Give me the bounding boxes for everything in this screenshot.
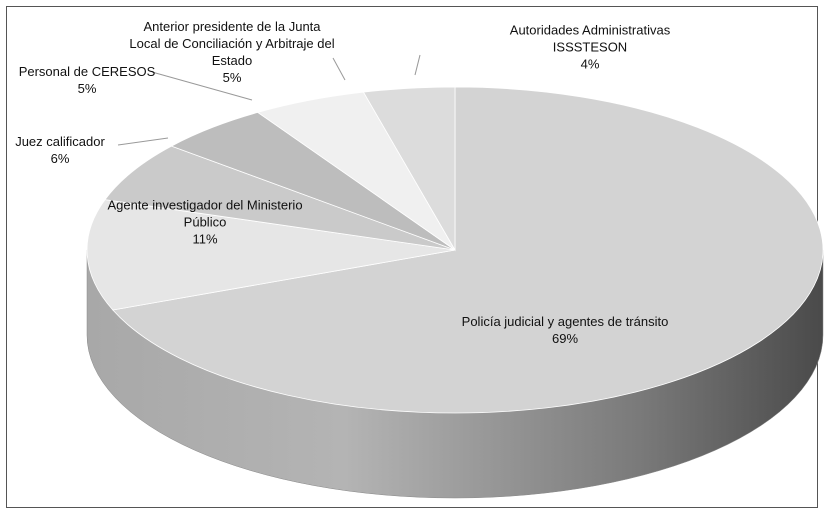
value-label: 4% <box>580 56 600 72</box>
pie-slice <box>104 145 456 251</box>
value-label: 11% <box>192 231 218 247</box>
data-label: Agente investigador del Ministerio Públi… <box>105 197 305 248</box>
data-label: Anterior presidente de la Junta Local de… <box>127 18 337 86</box>
category-label: Anterior presidente de la Junta Local de… <box>129 19 335 68</box>
value-label: 69% <box>551 331 579 346</box>
data-label: Policía judicial y agentes de tránsito 69… <box>455 313 675 347</box>
value-label: 5% <box>77 81 97 96</box>
data-label: Personal de CERESOS 5% <box>12 63 162 97</box>
leader-line <box>332 57 346 81</box>
leader-line <box>414 54 421 76</box>
pie-slice <box>362 86 456 252</box>
data-label: Juez calificador 6% <box>0 133 125 167</box>
value-label: 5% <box>222 70 242 85</box>
category-label: Personal de CERESOS <box>18 64 156 79</box>
pie-slice <box>112 86 824 414</box>
data-label: Autoridades Administrativas ISSSTESON 4% <box>490 22 690 73</box>
value-label: 6% <box>50 151 70 166</box>
category-label: Juez calificador <box>15 134 105 149</box>
category-label: Agente investigador del Ministerio Públi… <box>107 197 303 230</box>
category-label: Policía judicial y agentes de tránsito <box>461 314 669 329</box>
leader-line <box>151 71 253 101</box>
pie-slice <box>86 199 456 311</box>
category-label: Autoridades Administrativas ISSSTESON <box>509 22 671 55</box>
leader-line <box>117 137 169 146</box>
